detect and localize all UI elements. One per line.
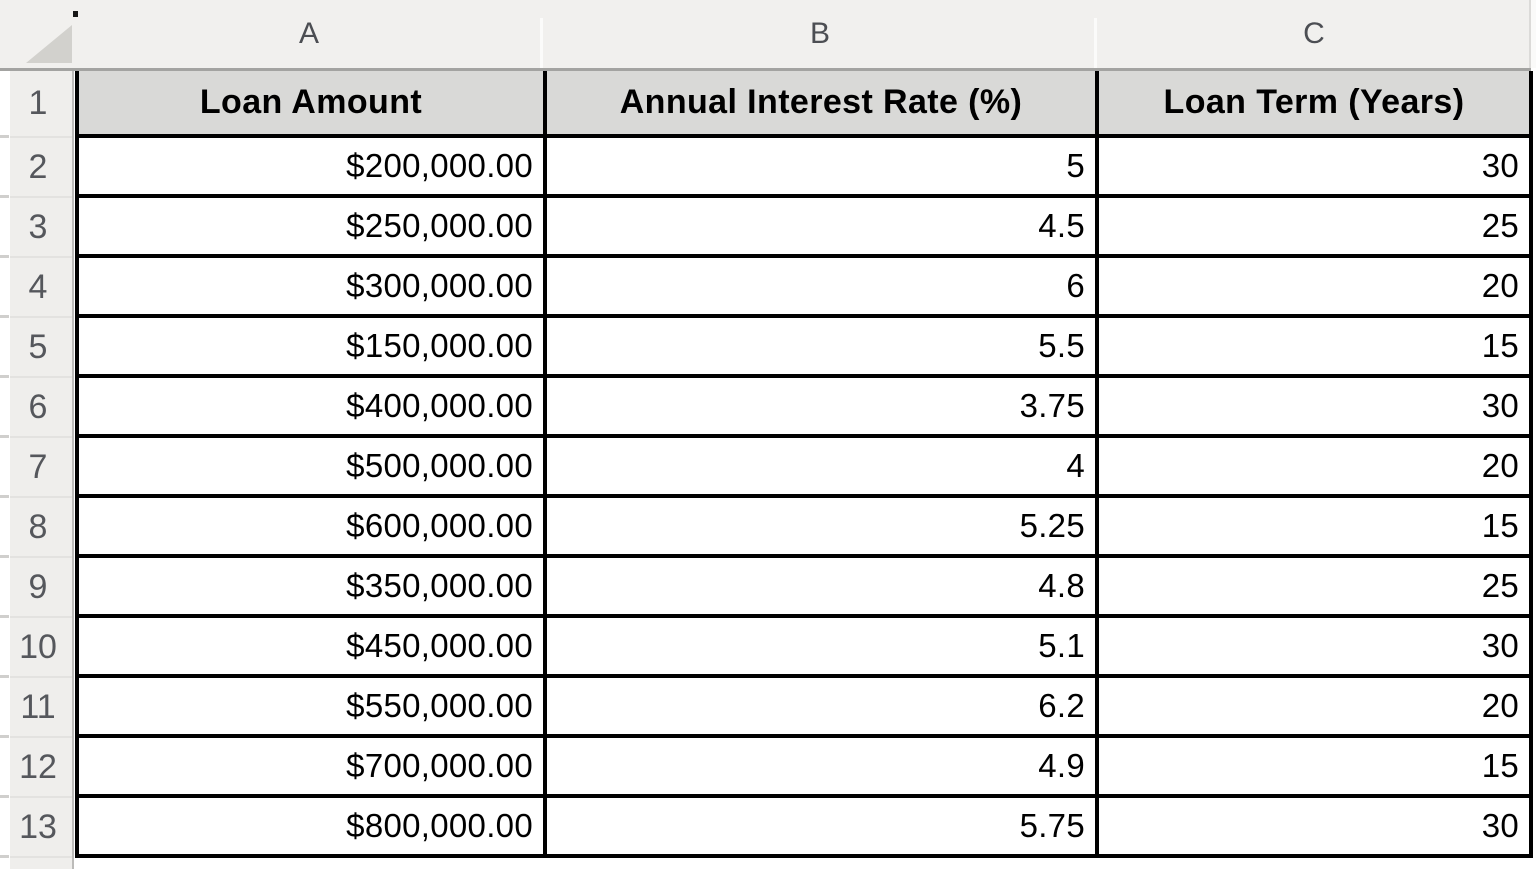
cell-A12[interactable]: $700,000.00 — [75, 738, 547, 798]
cell-A4[interactable]: $300,000.00 — [75, 258, 547, 318]
row-header-5[interactable]: 5 — [10, 318, 72, 378]
row-header-8[interactable]: 8 — [10, 498, 72, 558]
gridline-tick — [0, 375, 9, 378]
gridline-tick — [0, 735, 9, 738]
cell-B5[interactable]: 5.5 — [547, 318, 1099, 378]
column-header-C[interactable]: C — [1303, 17, 1325, 50]
cell-C6[interactable]: 30 — [1099, 378, 1533, 438]
cell-B12[interactable]: 4.9 — [547, 738, 1099, 798]
gridline-tick — [0, 255, 9, 258]
cell-C13[interactable]: 30 — [1099, 798, 1533, 858]
header-cell-C1[interactable]: Loan Term (Years) — [1099, 71, 1533, 138]
cell-C5[interactable]: 15 — [1099, 318, 1533, 378]
select-all-button[interactable] — [26, 25, 72, 63]
cell-A5[interactable]: $150,000.00 — [75, 318, 547, 378]
cell-A7[interactable]: $500,000.00 — [75, 438, 547, 498]
row-header-gutter: 1 2 3 4 5 6 7 8 9 10 11 12 13 — [10, 71, 74, 869]
worksheet-table: Loan Amount Annual Interest Rate (%) Loa… — [75, 71, 1533, 858]
cell-B6[interactable]: 3.75 — [547, 378, 1099, 438]
cell-A2[interactable]: $200,000.00 — [75, 138, 547, 198]
screenshot-artifact-dot — [73, 11, 78, 17]
gutter-gridline — [72, 71, 74, 869]
band-bottom-gridline — [0, 68, 1531, 71]
gridline-tick — [0, 555, 9, 558]
gridline-tick — [0, 315, 9, 318]
row-header-12[interactable]: 12 — [10, 738, 72, 798]
gridline-tick — [0, 675, 9, 678]
header-cell-A1[interactable]: Loan Amount — [75, 71, 547, 138]
cell-B8[interactable]: 5.25 — [547, 498, 1099, 558]
column-header-A[interactable]: A — [298, 17, 319, 50]
select-all-triangle-icon — [26, 25, 72, 63]
row-header-4[interactable]: 4 — [10, 258, 72, 318]
cell-A3[interactable]: $250,000.00 — [75, 198, 547, 258]
left-margin-strip — [0, 71, 10, 869]
column-header-B[interactable]: B — [809, 17, 830, 50]
gridline-tick — [0, 615, 9, 618]
gridline-tick — [0, 795, 9, 798]
row-header-2[interactable]: 2 — [10, 138, 72, 198]
header-cell-B1[interactable]: Annual Interest Rate (%) — [547, 71, 1099, 138]
row-header-1[interactable]: 1 — [10, 71, 72, 138]
cell-A13[interactable]: $800,000.00 — [75, 798, 547, 858]
cell-C11[interactable]: 20 — [1099, 678, 1533, 738]
gridline-tick — [0, 855, 9, 858]
cell-C2[interactable]: 30 — [1099, 138, 1533, 198]
cell-A9[interactable]: $350,000.00 — [75, 558, 547, 618]
cell-B9[interactable]: 4.8 — [547, 558, 1099, 618]
cell-B10[interactable]: 5.1 — [547, 618, 1099, 678]
row-header-9[interactable]: 9 — [10, 558, 72, 618]
gridline-tick — [0, 435, 9, 438]
band-edge-gridline — [1529, 0, 1531, 68]
cell-C3[interactable]: 25 — [1099, 198, 1533, 258]
cell-B3[interactable]: 4.5 — [547, 198, 1099, 258]
column-header-divider — [540, 18, 543, 68]
gridline-tick — [0, 135, 9, 138]
cell-A11[interactable]: $550,000.00 — [75, 678, 547, 738]
cell-C9[interactable]: 25 — [1099, 558, 1533, 618]
row-header-3[interactable]: 3 — [10, 198, 72, 258]
cell-B11[interactable]: 6.2 — [547, 678, 1099, 738]
cell-A8[interactable]: $600,000.00 — [75, 498, 547, 558]
cell-B7[interactable]: 4 — [547, 438, 1099, 498]
cell-A6[interactable]: $400,000.00 — [75, 378, 547, 438]
cell-B4[interactable]: 6 — [547, 258, 1099, 318]
column-header-band: A B C — [0, 0, 1529, 68]
row-header-7[interactable]: 7 — [10, 438, 72, 498]
row-header-partial — [10, 858, 72, 869]
cell-C10[interactable]: 30 — [1099, 618, 1533, 678]
band-right-margin — [1531, 0, 1536, 68]
cell-B13[interactable]: 5.75 — [547, 798, 1099, 858]
cell-C4[interactable]: 20 — [1099, 258, 1533, 318]
cell-A10[interactable]: $450,000.00 — [75, 618, 547, 678]
gridline-tick — [0, 195, 9, 198]
cell-C8[interactable]: 15 — [1099, 498, 1533, 558]
row-header-11[interactable]: 11 — [10, 678, 72, 738]
gridline-tick — [0, 495, 9, 498]
cell-B2[interactable]: 5 — [547, 138, 1099, 198]
cell-C7[interactable]: 20 — [1099, 438, 1533, 498]
column-header-divider — [1094, 18, 1097, 68]
cell-C12[interactable]: 15 — [1099, 738, 1533, 798]
row-header-13[interactable]: 13 — [10, 798, 72, 858]
row-header-6[interactable]: 6 — [10, 378, 72, 438]
row-header-10[interactable]: 10 — [10, 618, 72, 678]
